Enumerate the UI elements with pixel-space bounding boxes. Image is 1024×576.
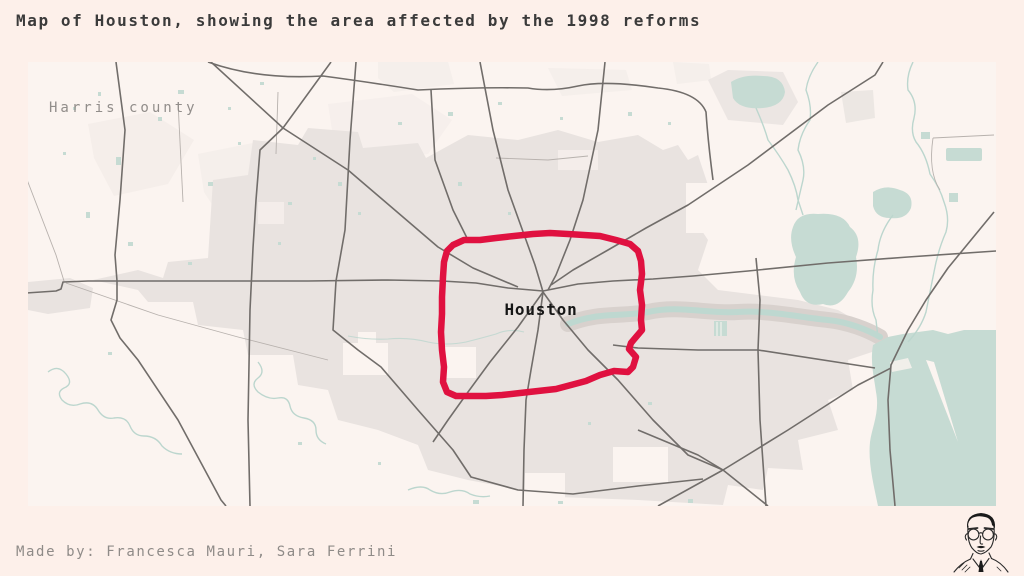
credit-text: Made by: Francesca Mauri, Sara Ferrini [16, 544, 398, 560]
minor-road-layer [28, 91, 995, 361]
urban-area-layer [28, 70, 878, 505]
houston-map: Harris county Houston [28, 62, 996, 506]
reform-area-loop [437, 229, 646, 400]
portrait-sketch-icon [953, 513, 1009, 573]
page-title: Map of Houston, showing the area affecte… [16, 11, 702, 30]
water-layer [63, 75, 996, 506]
city-label: Houston [504, 300, 578, 319]
county-label: Harris county [49, 100, 198, 116]
ship-channel [565, 306, 883, 340]
map-canvas [28, 62, 996, 506]
road-layer [28, 62, 996, 506]
